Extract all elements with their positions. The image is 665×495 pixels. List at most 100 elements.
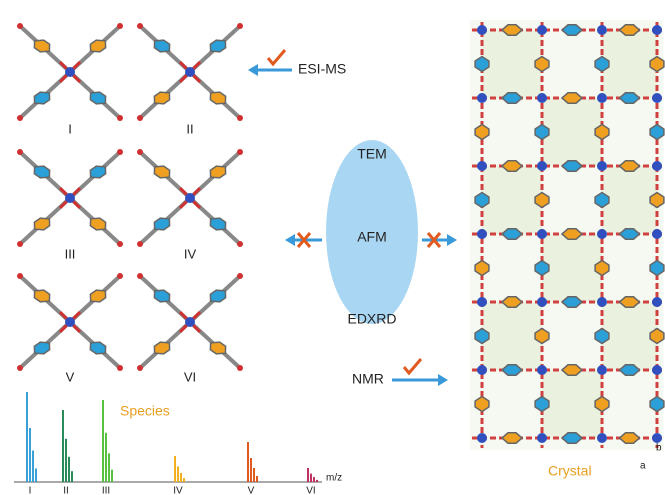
arm-end xyxy=(137,149,143,155)
lattice-node xyxy=(537,433,547,443)
molecule-label: II xyxy=(186,121,193,136)
spectrum-axis-label: m/z xyxy=(326,473,342,484)
lattice-node xyxy=(652,229,662,239)
molecule xyxy=(137,23,243,121)
metal-center xyxy=(65,317,75,327)
peak-label: VI xyxy=(306,486,315,495)
lattice-node xyxy=(597,229,607,239)
arm-end xyxy=(117,241,123,247)
crystal-lattice xyxy=(470,20,664,450)
molecule-label: I xyxy=(68,121,72,136)
arm-end xyxy=(137,365,143,371)
hexagon xyxy=(210,290,225,302)
hexagon xyxy=(154,166,169,178)
arm-end xyxy=(117,149,123,155)
lattice-node xyxy=(477,365,487,375)
lattice-node xyxy=(652,297,662,307)
hexagon xyxy=(34,92,49,104)
hexagon xyxy=(34,166,49,178)
arm-end xyxy=(237,23,243,29)
hexagon xyxy=(90,290,105,302)
lattice-node xyxy=(597,25,607,35)
molecule xyxy=(17,23,123,121)
lattice-node xyxy=(537,161,547,171)
tem-label: TEM xyxy=(357,146,387,162)
hexagon xyxy=(210,166,225,178)
arm-end xyxy=(17,365,23,371)
arm-end xyxy=(137,273,143,279)
lattice-node xyxy=(597,161,607,171)
metal-center xyxy=(185,317,195,327)
hexagon xyxy=(34,40,49,52)
arm-end xyxy=(137,115,143,121)
nmr-arrow xyxy=(392,374,448,386)
molecule-label: IV xyxy=(184,246,197,261)
arm-end xyxy=(17,273,23,279)
arm-end xyxy=(117,115,123,121)
hexagon xyxy=(154,342,169,354)
lattice-node xyxy=(477,161,487,171)
metal-center xyxy=(185,67,195,77)
molecule-label: V xyxy=(66,369,75,384)
hexagon xyxy=(90,92,105,104)
hexagon xyxy=(90,342,105,354)
peak-label: III xyxy=(102,486,110,495)
arm-end xyxy=(237,273,243,279)
hexagon xyxy=(210,218,225,230)
lattice-node xyxy=(652,433,662,443)
edxrd-label: EDXRD xyxy=(347,311,396,327)
lattice-node xyxy=(652,25,662,35)
lattice-node xyxy=(537,25,547,35)
lattice-node xyxy=(597,297,607,307)
arm-end xyxy=(117,273,123,279)
hexagon xyxy=(210,92,225,104)
metal-center xyxy=(65,67,75,77)
arm-end xyxy=(17,23,23,29)
hexagon xyxy=(154,92,169,104)
lattice-node xyxy=(652,365,662,375)
arm-end xyxy=(137,23,143,29)
hexagon xyxy=(210,40,225,52)
arm-end xyxy=(117,365,123,371)
molecule xyxy=(17,273,123,371)
check-mark xyxy=(404,359,421,373)
spectrum-title: Species xyxy=(120,403,170,419)
peak-label: IV xyxy=(173,486,183,495)
arm-end xyxy=(237,365,243,371)
molecules xyxy=(17,23,243,371)
arm-end xyxy=(117,23,123,29)
molecule xyxy=(137,149,243,247)
nmr-label: NMR xyxy=(352,371,384,387)
lattice-node xyxy=(477,229,487,239)
hexagon xyxy=(154,218,169,230)
lattice-node xyxy=(537,229,547,239)
hexagon xyxy=(34,342,49,354)
molecule-label: VI xyxy=(184,369,196,384)
arm-end xyxy=(137,241,143,247)
lattice-node xyxy=(652,161,662,171)
check-mark xyxy=(268,50,285,64)
afm-label: AFM xyxy=(357,229,387,245)
hexagon xyxy=(90,166,105,178)
arm-end xyxy=(17,241,23,247)
hexagon xyxy=(210,342,225,354)
arm-end xyxy=(17,115,23,121)
blocked-arrow-left xyxy=(285,233,322,247)
lattice-node xyxy=(537,365,547,375)
lattice-node xyxy=(652,93,662,103)
molecule xyxy=(17,149,123,247)
hexagon xyxy=(154,40,169,52)
crystal-axis-b: b xyxy=(656,443,662,454)
lattice-node xyxy=(537,297,547,307)
arm-end xyxy=(237,241,243,247)
lattice-node xyxy=(477,93,487,103)
lattice-node xyxy=(537,93,547,103)
arm-end xyxy=(237,115,243,121)
arm-end xyxy=(237,149,243,155)
esi-ms-label: ESI-MS xyxy=(298,61,346,77)
hexagon xyxy=(154,290,169,302)
hexagon xyxy=(90,40,105,52)
hexagon xyxy=(90,218,105,230)
molecule-label: III xyxy=(65,246,76,261)
